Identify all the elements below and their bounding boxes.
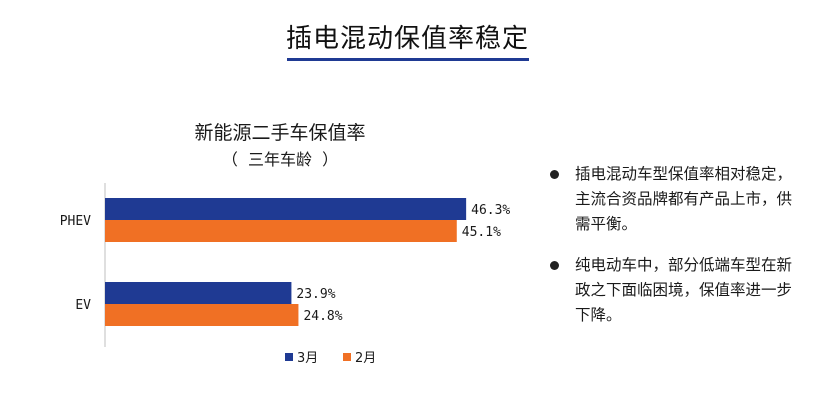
bar-phev-0: [105, 198, 467, 220]
category-label: PHEV: [60, 214, 91, 229]
category-label: EV: [75, 298, 91, 313]
slide-title: 插电混动保值率稳定: [285, 24, 529, 54]
note-item: 纯电动车中，部分低端车型在新政之下面临困境，保值率进一步下降。: [548, 253, 793, 328]
chart-title: 新能源二手车保值率: [194, 122, 366, 144]
data-label: 45.1%: [462, 225, 501, 240]
title-underline: [287, 58, 529, 61]
bar-phev-1: [105, 220, 457, 242]
legend-swatch: [343, 353, 351, 361]
legend-swatch: [285, 353, 293, 361]
notes-panel: 插电混动车型保值率相对稳定，主流合资品牌都有产品上市，供需平衡。 纯电动车中，部…: [548, 162, 793, 344]
bullet-icon: [550, 170, 559, 179]
bar-ev-0: [105, 282, 292, 304]
chart-subtitle: （ 三年车龄 ）: [221, 150, 339, 169]
data-label: 46.3%: [471, 203, 510, 218]
note-text: 纯电动车中，部分低端车型在新政之下面临困境，保值率进一步下降。: [575, 256, 793, 324]
legend-label: 3月: [297, 351, 318, 366]
note-text: 插电混动车型保值率相对稳定，主流合资品牌都有产品上市，供需平衡。: [575, 165, 793, 233]
bar-ev-1: [105, 304, 299, 326]
legend-label: 2月: [355, 351, 376, 366]
data-label: 24.8%: [303, 309, 342, 324]
data-label: 23.9%: [296, 287, 335, 302]
note-item: 插电混动车型保值率相对稳定，主流合资品牌都有产品上市，供需平衡。: [548, 162, 793, 237]
bullet-icon: [550, 261, 559, 270]
